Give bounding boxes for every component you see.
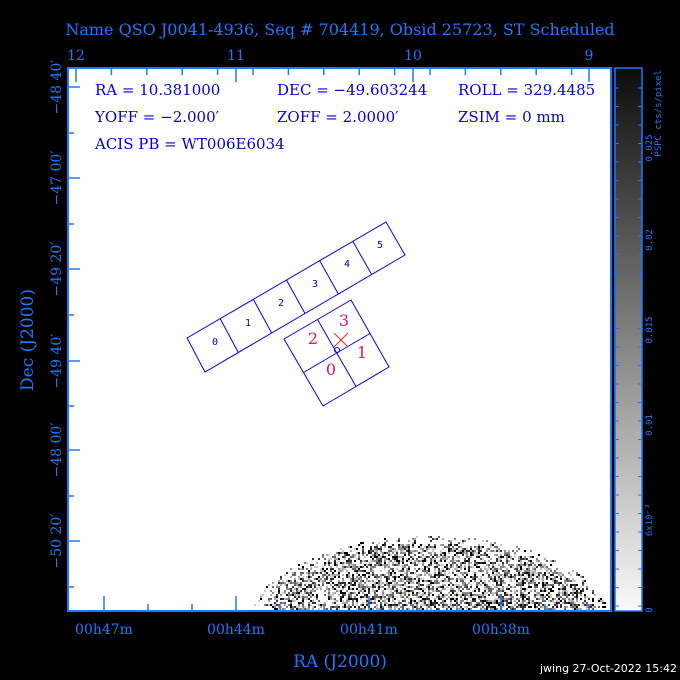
pspc-exposure-region <box>254 536 606 610</box>
left-axis-label: −48 00′ <box>49 423 65 478</box>
roll-value: ROLL = 329.4485 <box>458 81 595 99</box>
left-axis-label: −47 00′ <box>49 151 65 206</box>
i-chip-label: 0 <box>326 360 336 379</box>
colorbar-tick: 0.025 <box>645 134 655 161</box>
left-axis-label: −49 40′ <box>49 334 65 389</box>
top-axis-label: 12 <box>67 48 85 64</box>
bottom-axis-label: 00h41m <box>340 622 398 638</box>
plot-area <box>67 67 612 612</box>
i-chip-label: 3 <box>339 311 349 330</box>
y-axis-title: Dec (J2000) <box>18 289 38 391</box>
s-chip-label: 4 <box>344 259 350 270</box>
s-chip-divider <box>286 279 306 314</box>
top-axis-label: 9 <box>585 48 594 64</box>
i-chip-label: 1 <box>357 343 367 362</box>
colorbar-tick: 0.02 <box>645 229 655 251</box>
footer-stamp: jwing 27-Oct-2022 15:42 <box>539 662 677 675</box>
left-axis-label: −49 20′ <box>49 242 65 297</box>
zoff-value: ZOFF = 2.0000′ <box>277 108 399 126</box>
s-chip-divider <box>219 318 239 353</box>
i-chip-label: 2 <box>308 329 318 348</box>
s-chip-divider <box>319 260 339 295</box>
x-axis-title: RA (J2000) <box>293 652 387 672</box>
s-chip-label: 2 <box>278 298 284 309</box>
bottom-axis-label: 00h44m <box>207 622 265 638</box>
i-array-outline <box>283 299 390 407</box>
s-chip-label: 3 <box>312 279 318 290</box>
colorbar-tick: 6x10⁻³ <box>645 504 655 537</box>
s-chip-divider <box>252 299 273 334</box>
s-chip-label: 5 <box>377 240 383 251</box>
s-chip-label: 1 <box>245 318 251 329</box>
top-axis-label: 10 <box>404 48 422 64</box>
dec-value: DEC = −49.603244 <box>277 81 427 99</box>
acis-pb-value: ACIS PB = WT006E6034 <box>94 135 285 153</box>
colorbar-tick: 0.015 <box>645 316 655 343</box>
axis-ticks <box>68 68 590 611</box>
s-chip-divider <box>352 241 373 275</box>
aimpoint-x-icon <box>333 332 349 348</box>
colorbar <box>614 67 643 612</box>
acis-s-array: 0 1 2 3 4 5 <box>186 221 406 373</box>
s-chip-label: 0 <box>212 337 218 348</box>
bottom-axis-label: 00h47m <box>75 622 133 638</box>
plot-title: Name QSO J0041-4936, Seq # 704419, Obsid… <box>65 20 614 39</box>
bottom-axis-label: 00h38m <box>472 622 530 638</box>
colorbar-tick: 0 <box>645 607 655 612</box>
left-axis-label: −50 20′ <box>49 514 65 569</box>
acis-i-array: 2 3 0 1 <box>283 299 390 407</box>
left-axis-label: −48 40′ <box>49 60 65 115</box>
colorbar-tick: 0.01 <box>645 414 655 436</box>
ra-value: RA = 10.381000 <box>95 81 220 99</box>
target-marker <box>334 347 340 353</box>
top-axis-label: 11 <box>227 48 245 64</box>
zsim-value: ZSIM = 0 mm <box>458 108 565 126</box>
colorbar-label: PSPC cts/s/pixel <box>654 70 664 157</box>
yoff-value: YOFF = −2.000′ <box>94 108 220 126</box>
